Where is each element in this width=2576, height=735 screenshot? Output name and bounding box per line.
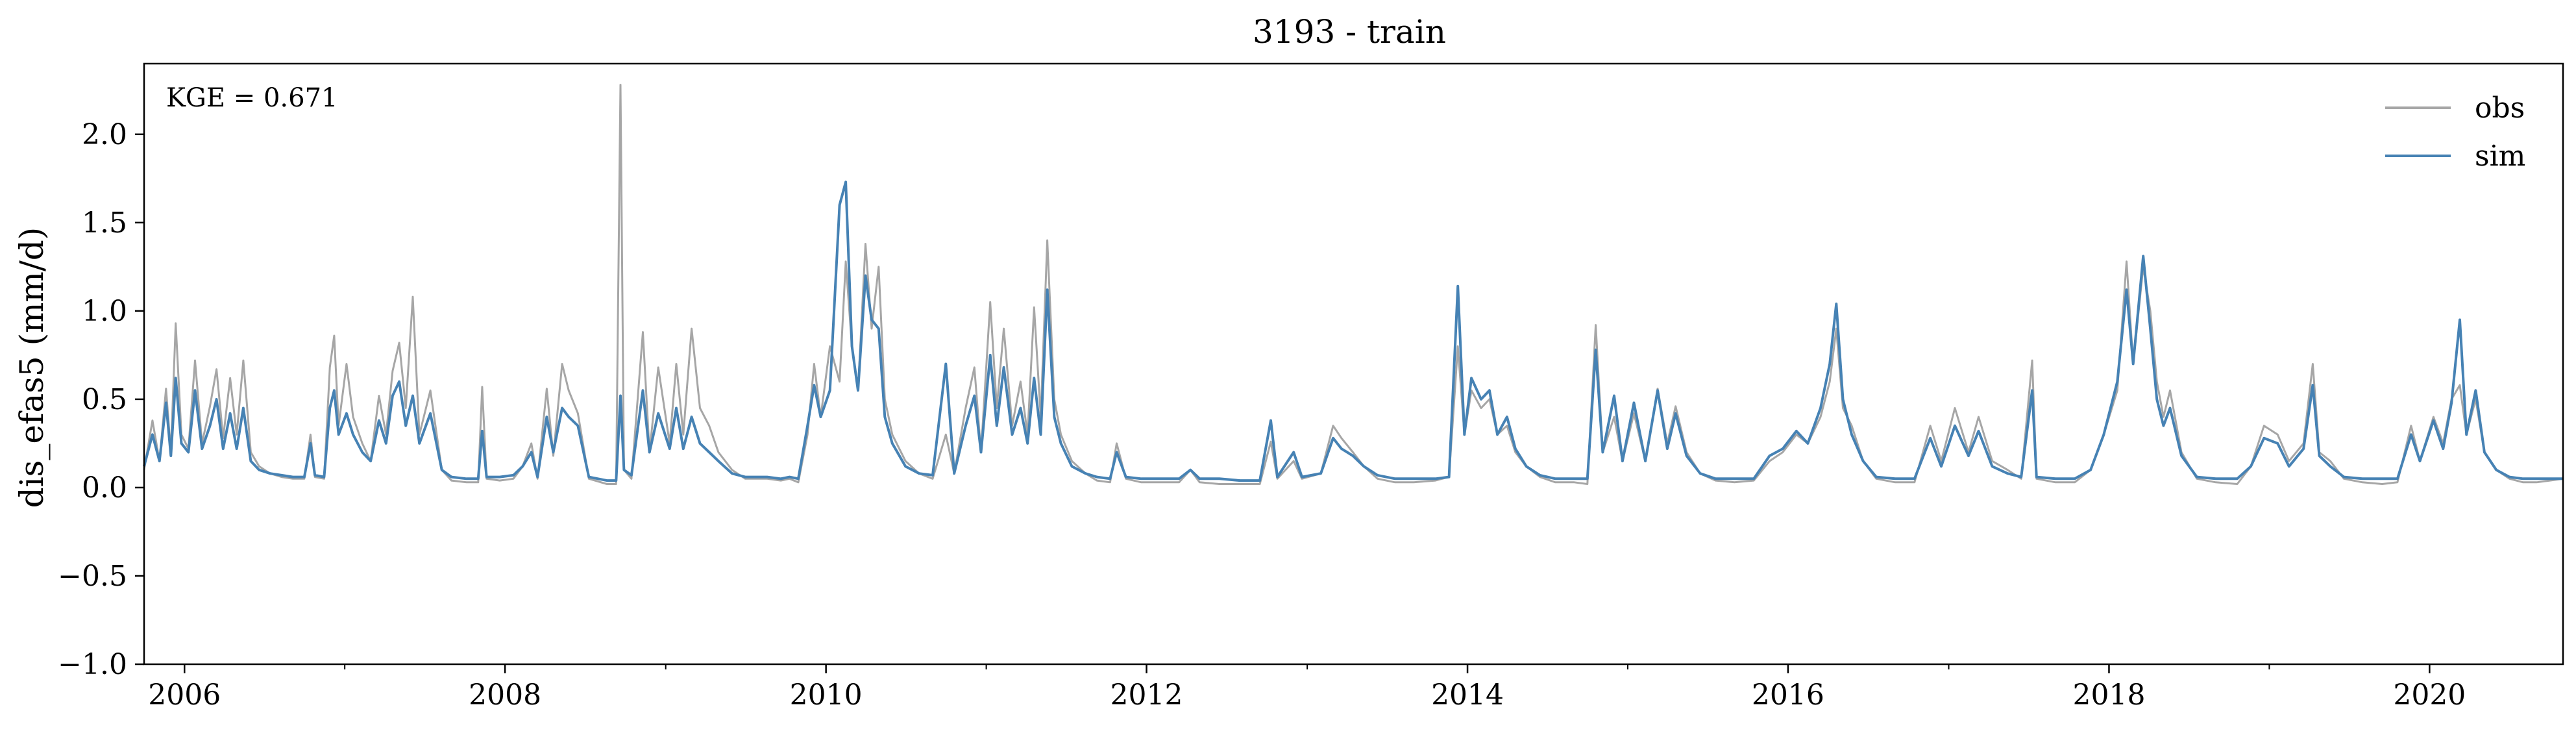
x-tick-label: 2008 bbox=[469, 679, 541, 712]
x-tick-label: 2014 bbox=[1431, 679, 1504, 712]
y-tick-label: 0.0 bbox=[82, 471, 127, 505]
legend-obs-label: obs bbox=[2475, 92, 2525, 125]
series-layer bbox=[143, 84, 2564, 485]
x-tick-label: 2006 bbox=[148, 679, 221, 712]
series-line-obs bbox=[143, 84, 2564, 485]
y-tick-label: 1.5 bbox=[82, 206, 127, 240]
y-tick-label: −1.0 bbox=[58, 648, 127, 681]
legend: obs sim bbox=[2385, 92, 2525, 173]
y-axis-label: dis_efas5 (mm/d) bbox=[13, 227, 51, 508]
plot-frame bbox=[143, 62, 2564, 666]
chart-title: 3193 - train bbox=[1253, 13, 1446, 51]
x-tick-label: 2020 bbox=[2393, 679, 2466, 712]
x-tick-label: 2010 bbox=[790, 679, 863, 712]
x-tick-label: 2012 bbox=[1110, 679, 1183, 712]
series-line-sim bbox=[143, 181, 2563, 482]
x-tick-label: 2018 bbox=[2072, 679, 2145, 712]
y-tick-label: 2.0 bbox=[82, 118, 127, 151]
x-axis-ticks: 2006 2008 2010 2012 2014 2016 2018 2020 bbox=[148, 664, 2466, 712]
kge-annotation: KGE = 0.671 bbox=[166, 83, 338, 113]
legend-sim-label: sim bbox=[2475, 140, 2525, 173]
y-tick-label: 1.0 bbox=[82, 295, 127, 328]
y-axis-ticks: −1.0 −0.5 0.0 0.5 1.0 1.5 2.0 bbox=[58, 118, 144, 681]
plot-lines bbox=[143, 84, 2564, 485]
y-tick-label: 0.5 bbox=[82, 383, 127, 416]
y-tick-label: −0.5 bbox=[58, 560, 127, 593]
x-tick-label: 2016 bbox=[1752, 679, 1824, 712]
